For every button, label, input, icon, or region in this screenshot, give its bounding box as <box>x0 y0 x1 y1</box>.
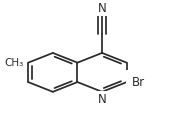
Text: N: N <box>98 2 106 15</box>
Text: Br: Br <box>132 76 145 89</box>
Text: CH₃: CH₃ <box>4 58 23 68</box>
Text: N: N <box>98 93 106 106</box>
